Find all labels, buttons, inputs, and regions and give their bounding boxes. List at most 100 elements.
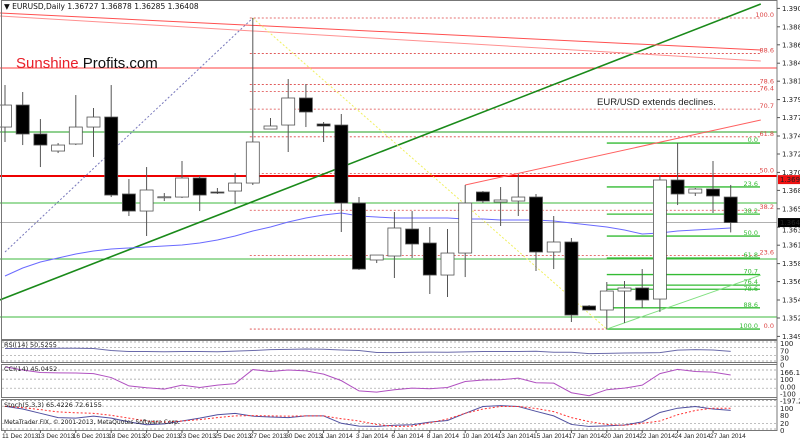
cci-line-0 — [4, 366, 731, 397]
cci-tick-label: -100 — [780, 391, 796, 399]
candle-body — [15, 104, 30, 135]
candle-body — [0, 104, 12, 128]
pane-frame-1 — [1, 340, 778, 363]
date-label: 11 Dec 2013 — [2, 433, 39, 440]
candle-body — [352, 202, 366, 270]
candle-body — [440, 252, 455, 276]
price-tick-label: 1.37490 — [782, 133, 800, 141]
rsi-tick-label: 70 — [780, 347, 789, 355]
fib-red-label: 100.0 — [755, 11, 774, 19]
price-tick-label: 1.35215 — [782, 315, 800, 323]
stoch-tick-label: 20 — [780, 420, 789, 428]
trendline — [465, 119, 761, 186]
candle-body — [706, 188, 720, 197]
candle-body — [511, 196, 526, 202]
current-price-label: 1.36408 — [780, 219, 800, 227]
low-value: 1.36285 — [134, 2, 166, 11]
date-label: 13 Jan 2014 — [498, 433, 534, 440]
date-label: 6 Jan 2014 — [391, 433, 424, 440]
rsi-tick-label: 100 — [780, 340, 793, 348]
fib-green-label: 0.0 — [748, 136, 758, 144]
fib-red-label: 78.6 — [760, 78, 774, 86]
candle-body — [635, 287, 650, 301]
candle-body — [51, 144, 65, 152]
date-label: 16 Dec 2013 — [73, 433, 110, 440]
cci-tick-label: 166.1625 — [780, 369, 800, 377]
stoch-tick-label: 100 — [780, 405, 793, 413]
logo: Sunshine Profits.com — [16, 55, 158, 72]
candle-body — [475, 191, 490, 202]
date-label: 8 Jan 2014 — [427, 433, 460, 440]
rsi-tick-label: 30 — [780, 355, 789, 363]
moving-average-line — [4, 212, 731, 277]
high-value: 1.36878 — [100, 2, 132, 11]
candle-body — [68, 126, 83, 145]
candle-body — [175, 177, 189, 198]
date-label: 27 Jan 2014 — [710, 433, 746, 440]
fib-green-label: 70.7 — [744, 268, 758, 276]
fib-red-label: 50.0 — [760, 167, 774, 175]
fib-red-label: 23.6 — [760, 249, 774, 257]
price-tick-label: 1.34985 — [782, 333, 800, 341]
price-tick-label: 1.37035 — [782, 169, 800, 177]
candle-body — [86, 116, 101, 128]
price-tick-label: 1.37720 — [782, 114, 800, 122]
close-value: 1.36408 — [167, 2, 199, 11]
price-tick-label: 1.37945 — [782, 96, 800, 104]
trendline — [0, 12, 761, 51]
price-tick-label: 1.38630 — [782, 41, 800, 49]
current-price-label-box — [778, 218, 800, 228]
marked-price-label-box — [778, 175, 800, 185]
cci-tick-label: 100 — [780, 376, 793, 384]
date-label: 24 Jan 2014 — [675, 433, 711, 440]
candle-body — [405, 228, 420, 245]
candle-body — [723, 196, 738, 223]
candle-body — [493, 199, 508, 203]
fib-green-label: 50.0 — [744, 229, 758, 237]
candle-body — [422, 242, 437, 276]
candle-body — [582, 305, 596, 311]
rsi-tick-label: 0 — [780, 362, 784, 370]
candle-body — [688, 188, 703, 194]
open-value: 1.36727 — [67, 2, 99, 11]
date-label: 22 Jan 2014 — [639, 433, 675, 440]
marked-price-label: 1.36990 — [780, 176, 800, 184]
price-tick-label: 1.37265 — [782, 151, 800, 159]
trendline — [4, 17, 254, 253]
date-label: 3 Jan 2014 — [356, 433, 389, 440]
candle-body — [192, 177, 207, 196]
fib-red-label: 38.2 — [760, 203, 774, 211]
fib-green-label: 23.6 — [744, 180, 758, 188]
logo-part2: Profits.com — [82, 55, 158, 72]
candle-body — [599, 290, 614, 311]
date-label: 13 Dec 2013 — [37, 433, 74, 440]
candle-body — [529, 196, 543, 253]
candle-body — [546, 241, 561, 253]
symbol-label: EURUSD,Daily — [12, 2, 65, 11]
candle-body — [228, 182, 243, 192]
candle-body — [104, 116, 119, 196]
fib-green-label: 38.2 — [744, 207, 758, 215]
candle-body — [139, 189, 154, 212]
fib-red-label: 70.7 — [760, 102, 774, 110]
trendline — [252, 17, 608, 330]
stoch-line-1 — [4, 405, 731, 427]
trendline — [0, 15, 761, 62]
fib-green-label: 100.0 — [739, 322, 758, 330]
stoch-label: Stoch(5,3,3) 65.4226 72.6155 — [4, 401, 102, 409]
price-tick-label: 1.36350 — [782, 226, 800, 234]
price-tick-label: 1.39085 — [782, 5, 800, 13]
date-label: 20 Jan 2014 — [604, 433, 640, 440]
cci-tick-label: -197.2461 — [780, 398, 800, 406]
date-label: 20 Dec 2013 — [144, 433, 181, 440]
candle-body — [564, 241, 579, 316]
fib-green-label: 88.6 — [744, 301, 758, 309]
candle-body — [122, 193, 136, 212]
copyright-text: MetaTrader FIX, © 2001-2013, MetaQuotes … — [4, 419, 180, 426]
price-tick-label: 1.35440 — [782, 297, 800, 305]
date-label: 15 Jan 2014 — [533, 433, 569, 440]
chart-annotation: EUR/USD extends declines. — [597, 97, 716, 108]
triangle-down-icon[interactable]: ▼ — [4, 2, 10, 11]
fib-green-label: 61.8 — [744, 251, 758, 259]
